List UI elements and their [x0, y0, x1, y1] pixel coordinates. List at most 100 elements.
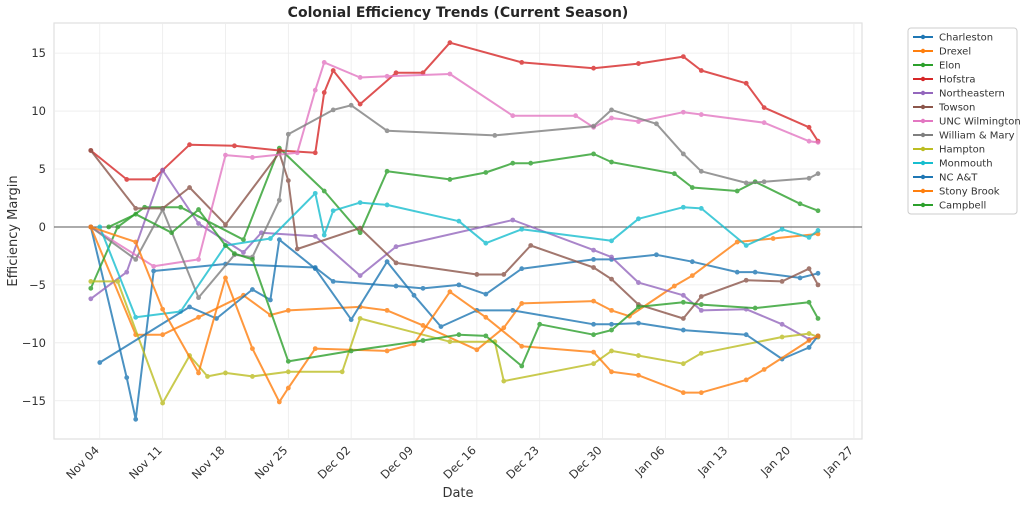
data-point: [609, 348, 614, 354]
data-point: [357, 225, 363, 231]
data-point: [689, 185, 695, 190]
series-stony-brook: [88, 224, 821, 405]
data-point: [133, 211, 139, 217]
data-point: [591, 332, 596, 338]
data-point: [761, 367, 767, 372]
data-point: [330, 107, 336, 113]
data-point: [223, 275, 228, 281]
legend-entry: UNC Wilmington: [913, 117, 1021, 128]
data-point: [510, 217, 516, 223]
data-point: [528, 160, 534, 166]
data-point: [743, 243, 749, 248]
series-elon: [88, 145, 821, 291]
data-point: [393, 70, 399, 76]
data-point: [474, 347, 480, 353]
data-point: [501, 272, 507, 277]
data-point: [285, 358, 291, 364]
data-point: [285, 369, 291, 375]
data-point: [591, 256, 596, 262]
y-tick-label: −15: [22, 394, 46, 408]
data-point: [267, 236, 273, 241]
data-point: [636, 304, 641, 310]
data-point: [806, 175, 812, 181]
data-point: [196, 207, 201, 212]
data-point: [698, 294, 704, 299]
data-point: [196, 370, 201, 376]
legend-marker: [920, 132, 926, 138]
data-point: [510, 160, 516, 166]
series-layer: [88, 40, 821, 422]
legend-marker: [920, 48, 926, 54]
data-point: [88, 148, 94, 153]
data-point: [474, 272, 480, 277]
data-point: [591, 265, 596, 270]
data-point: [483, 291, 489, 297]
legend-entry: Charleston: [913, 33, 993, 44]
data-point: [124, 375, 130, 380]
data-point: [743, 80, 749, 86]
data-point: [330, 208, 336, 214]
data-point: [654, 121, 659, 127]
data-point: [609, 276, 614, 282]
data-point: [797, 275, 803, 281]
data-point: [312, 266, 318, 272]
data-point: [106, 224, 112, 230]
legend-label: Hofstra: [939, 75, 976, 86]
data-point: [501, 325, 507, 331]
data-point: [384, 202, 390, 208]
data-point: [88, 285, 94, 291]
data-point: [348, 317, 354, 323]
data-point: [348, 102, 354, 108]
data-point: [312, 346, 318, 352]
data-point: [501, 378, 507, 384]
data-point: [752, 305, 758, 311]
data-point: [160, 332, 166, 338]
data-point: [321, 59, 327, 65]
data-point: [698, 307, 704, 313]
data-point: [447, 71, 453, 77]
data-point: [743, 277, 749, 283]
data-point: [250, 346, 255, 352]
legend-marker: [920, 104, 926, 110]
data-point: [761, 105, 767, 110]
legend-label: UNC Wilmington: [939, 117, 1021, 128]
data-point: [698, 68, 704, 73]
data-point: [232, 143, 237, 149]
data-point: [232, 251, 237, 256]
data-point: [806, 138, 812, 144]
data-point: [734, 239, 740, 245]
legend-entry: Monmouth: [913, 159, 993, 170]
legend: Charleston Drexel Elon Hofstra Northeastern T…: [907, 27, 1021, 215]
data-point: [752, 269, 758, 275]
legend-entry: NC A&T: [913, 173, 978, 184]
data-point: [196, 221, 201, 226]
legend-label: Charleston: [939, 33, 993, 44]
data-point: [537, 321, 543, 327]
data-point: [330, 279, 336, 284]
data-point: [420, 285, 426, 291]
legend-label: Hampton: [939, 145, 985, 156]
data-point: [312, 150, 318, 156]
data-point: [160, 207, 166, 212]
series-line: [89, 226, 819, 421]
data-point: [761, 179, 767, 185]
data-point: [115, 224, 121, 230]
data-point: [680, 54, 686, 60]
data-point: [196, 256, 201, 262]
data-point: [609, 115, 614, 121]
data-point: [384, 128, 390, 134]
data-point: [609, 369, 614, 375]
data-point: [743, 332, 749, 338]
data-point: [698, 390, 704, 396]
y-tick-label: 10: [31, 104, 46, 118]
data-point: [312, 233, 318, 239]
data-point: [160, 400, 166, 406]
data-point: [438, 324, 444, 329]
data-point: [519, 343, 525, 349]
data-point: [241, 250, 246, 255]
data-point: [734, 188, 740, 194]
series-line: [90, 149, 819, 320]
series-northeastern: [88, 167, 821, 342]
series-unc-wilmington: [88, 59, 821, 269]
data-point: [573, 113, 579, 119]
